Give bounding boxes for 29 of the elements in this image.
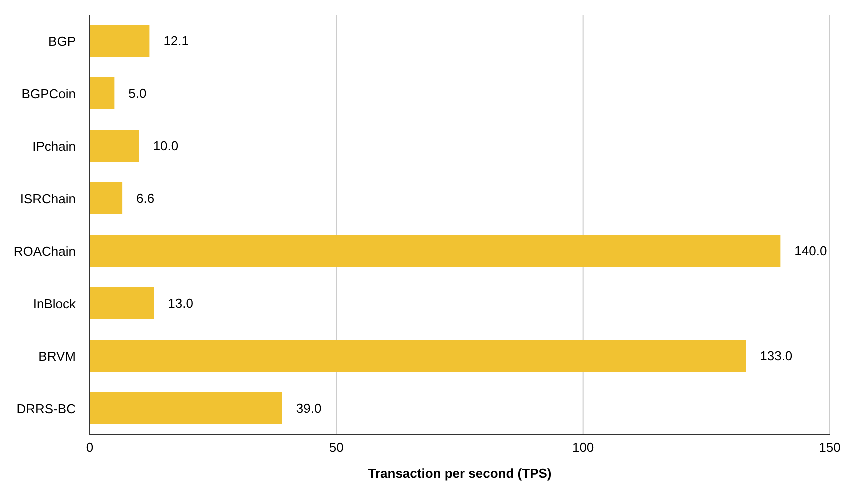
data-label: 140.0: [794, 244, 828, 259]
x-tick-label: 150: [819, 440, 841, 456]
bar: [90, 392, 282, 424]
data-label: 39.0: [296, 401, 322, 416]
bar: [90, 340, 746, 372]
x-tick-label: 0: [86, 440, 94, 456]
bar: [90, 25, 150, 57]
y-tick-label: BGPCoin: [22, 86, 76, 102]
data-label: 13.0: [168, 296, 194, 312]
x-tick-label: 50: [329, 440, 344, 456]
x-axis-title: Transaction per second (TPS): [368, 466, 552, 481]
y-tick-label: ISRChain: [20, 191, 76, 206]
data-label: 10.0: [153, 138, 179, 154]
y-tick-label: IPchain: [32, 138, 76, 154]
bar: [90, 78, 115, 110]
y-tick-label: DRRS-BC: [16, 401, 76, 416]
bar: [90, 288, 154, 320]
y-tick-label: ROAChain: [14, 244, 76, 259]
data-label: 133.0: [760, 348, 793, 364]
y-tick-label: BGP: [48, 34, 76, 49]
data-label: 5.0: [128, 86, 147, 102]
bar: [90, 235, 781, 267]
x-tick-label: 100: [572, 440, 594, 456]
data-label: 6.6: [136, 191, 155, 206]
bar: [90, 130, 140, 162]
data-label: 12.1: [164, 34, 190, 49]
y-tick-label: InBlock: [33, 296, 76, 312]
bar: [90, 182, 123, 214]
y-tick-label: BRVM: [38, 348, 76, 364]
